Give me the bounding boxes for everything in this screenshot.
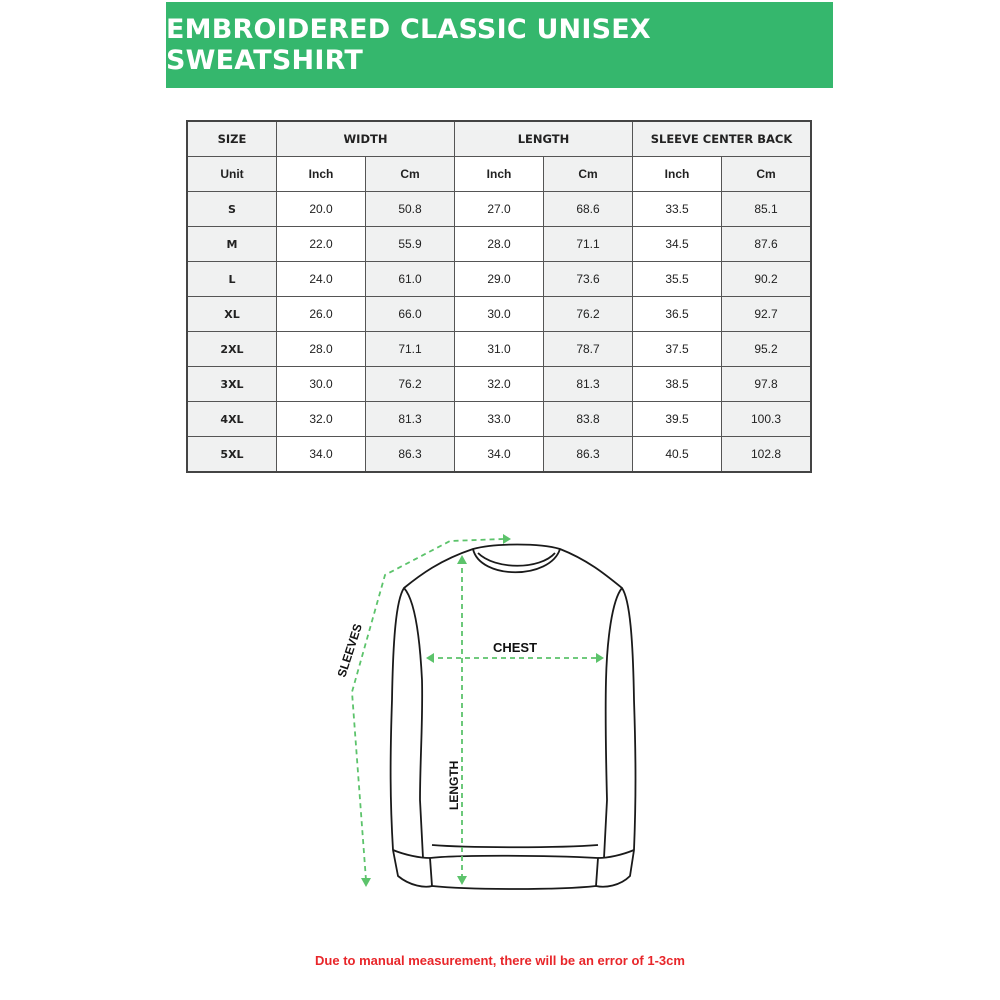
value-cell: 50.8 (365, 191, 455, 227)
column-header: SLEEVE CENTER BACK (632, 120, 812, 157)
unit-label: Unit (186, 156, 277, 192)
sleeves-arrow (351, 538, 504, 881)
value-cell: 33.5 (632, 191, 722, 227)
size-chart-table: SIZE WIDTH LENGTH SLEEVE CENTER BACK Unit Inc… (186, 120, 812, 473)
value-cell: 87.6 (721, 226, 812, 262)
header-row: SIZE WIDTH LENGTH SLEEVE CENTER BACK (186, 120, 812, 157)
value-cell: 30.0 (454, 296, 544, 332)
value-cell: 38.5 (632, 366, 722, 402)
value-cell: 26.0 (276, 296, 366, 332)
value-cell: 71.1 (543, 226, 633, 262)
length-label: LENGTH (447, 761, 461, 810)
value-cell: 86.3 (365, 436, 455, 473)
column-header: LENGTH (454, 120, 633, 157)
value-cell: 86.3 (543, 436, 633, 473)
arrowheads (361, 534, 604, 887)
size-cell: 4XL (186, 401, 277, 437)
unit-header: Cm (365, 156, 455, 192)
value-cell: 81.3 (365, 401, 455, 437)
size-cell: 3XL (186, 366, 277, 402)
value-cell: 35.5 (632, 261, 722, 297)
value-cell: 61.0 (365, 261, 455, 297)
value-cell: 100.3 (721, 401, 812, 437)
value-cell: 55.9 (365, 226, 455, 262)
table-row: S 20.0 50.8 27.0 68.6 33.5 85.1 (186, 191, 812, 227)
size-cell: S (186, 191, 277, 227)
value-cell: 71.1 (365, 331, 455, 367)
value-cell: 36.5 (632, 296, 722, 332)
table-row: 5XL 34.0 86.3 34.0 86.3 40.5 102.8 (186, 436, 812, 473)
size-cell: M (186, 226, 277, 262)
table-row: 3XL 30.0 76.2 32.0 81.3 38.5 97.8 (186, 366, 812, 402)
value-cell: 97.8 (721, 366, 812, 402)
value-cell: 39.5 (632, 401, 722, 437)
unit-row: Unit Inch Cm Inch Cm Inch Cm (186, 156, 812, 192)
value-cell: 32.0 (276, 401, 366, 437)
value-cell: 73.6 (543, 261, 633, 297)
value-cell: 40.5 (632, 436, 722, 473)
chest-label: CHEST (493, 640, 537, 655)
size-cell: L (186, 261, 277, 297)
value-cell: 81.3 (543, 366, 633, 402)
size-cell: XL (186, 296, 277, 332)
measurement-note: Due to manual measurement, there will be… (315, 953, 685, 968)
measurement-arrows (351, 538, 601, 881)
unit-header: Inch (632, 156, 722, 192)
value-cell: 66.0 (365, 296, 455, 332)
sweatshirt-outline (389, 543, 637, 890)
value-cell: 34.0 (276, 436, 366, 473)
table-row: XL 26.0 66.0 30.0 76.2 36.5 92.7 (186, 296, 812, 332)
value-cell: 102.8 (721, 436, 812, 473)
value-cell: 37.5 (632, 331, 722, 367)
title-banner: EMBROIDERED CLASSIC UNISEX SWEATSHIRT (166, 2, 833, 88)
unit-header: Cm (721, 156, 812, 192)
page-title: EMBROIDERED CLASSIC UNISEX SWEATSHIRT (166, 14, 651, 76)
value-cell: 29.0 (454, 261, 544, 297)
size-cell: 5XL (186, 436, 277, 473)
value-cell: 92.7 (721, 296, 812, 332)
value-cell: 83.8 (543, 401, 633, 437)
unit-header: Cm (543, 156, 633, 192)
value-cell: 34.0 (454, 436, 544, 473)
sleeves-label: SLEEVES (335, 622, 365, 679)
table-row: 4XL 32.0 81.3 33.0 83.8 39.5 100.3 (186, 401, 812, 437)
value-cell: 76.2 (543, 296, 633, 332)
value-cell: 76.2 (365, 366, 455, 402)
size-cell: 2XL (186, 331, 277, 367)
